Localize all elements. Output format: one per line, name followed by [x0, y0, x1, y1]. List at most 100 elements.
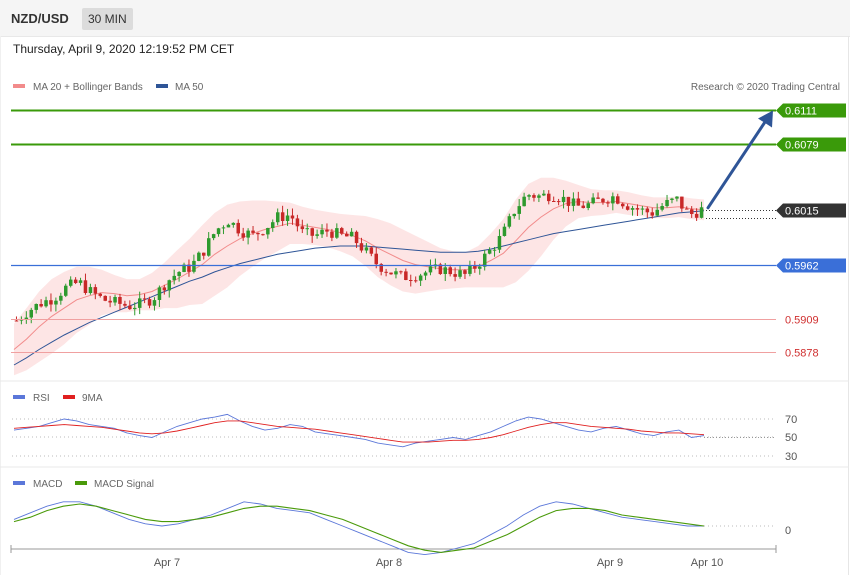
candle-body [34, 304, 38, 310]
candle-body [473, 265, 477, 269]
candle-body [349, 231, 354, 237]
candle-body [576, 198, 581, 206]
candle-body [108, 300, 112, 303]
bb-legend-swatch [13, 84, 25, 88]
candle-body [221, 227, 226, 229]
candle-body [625, 206, 630, 210]
rsi-panel [13, 413, 776, 448]
candle-body [93, 287, 98, 294]
candle-body [73, 279, 78, 283]
candle-body [616, 196, 620, 204]
rsi-tick-50: 50 [785, 432, 797, 444]
rsi-ma-legend-swatch [63, 395, 75, 399]
candle-body [552, 201, 556, 202]
rsi-ma-line [13, 420, 705, 443]
candle-body [138, 298, 142, 308]
candle-body [581, 205, 585, 208]
target-level-label: 0.6111 [785, 106, 817, 118]
candle-body [44, 300, 48, 307]
macd-legend-swatch [13, 481, 25, 485]
x-tick-apr8: Apr 8 [376, 557, 402, 569]
candle-body [271, 222, 275, 228]
candle-body [463, 270, 467, 274]
candle-body [685, 208, 689, 210]
candle-body [78, 280, 83, 283]
candle-body [118, 297, 122, 304]
timestamp: Thursday, April 9, 2020 12:19:52 PM CET [13, 42, 235, 56]
candle-body [335, 228, 339, 238]
macd-signal-line [13, 503, 705, 553]
candle-body [182, 264, 186, 272]
macd-signal-legend-swatch [75, 481, 87, 485]
candle-body [295, 218, 300, 227]
candle-body [571, 198, 576, 206]
candle-body [216, 228, 221, 235]
candle-body [487, 250, 492, 254]
candle-body [123, 303, 127, 306]
rsi-ma-legend-label: 9MA [82, 393, 103, 404]
candle-body [29, 309, 33, 318]
candle-body [601, 198, 605, 203]
timeframe-button[interactable]: 30 MIN [82, 8, 133, 30]
candle-body [128, 305, 132, 310]
ma50-legend-swatch [156, 84, 168, 88]
candle-body [59, 295, 63, 301]
candle-body [699, 207, 704, 218]
candle-body [142, 298, 147, 300]
candle-body [83, 280, 88, 293]
candle-body [315, 234, 319, 236]
pivot-level-tag [776, 258, 846, 273]
candle-body [231, 222, 236, 225]
current-price-tag [776, 203, 846, 218]
target-level-tag [776, 137, 846, 152]
candle-body [404, 271, 408, 280]
candle-body [566, 196, 571, 206]
candle-body [556, 201, 561, 203]
candle-body [586, 203, 590, 208]
macd-panel [13, 501, 705, 556]
candle-body [606, 202, 610, 204]
forecast-arrow-head [758, 110, 773, 128]
candle-body [409, 280, 413, 281]
candle-body [147, 299, 152, 306]
candle-body [69, 279, 73, 286]
candle-body [596, 197, 600, 199]
x-tick-apr9: Apr 9 [597, 557, 623, 569]
target-level-tag [776, 103, 846, 118]
candle-body [192, 260, 196, 272]
candle-body [133, 307, 137, 310]
candle-body [290, 215, 295, 219]
candle-body [162, 287, 167, 291]
candle-body [49, 300, 53, 305]
macd-signal-legend-label: MACD Signal [94, 479, 154, 490]
candle-body [384, 271, 388, 273]
candle-body [660, 206, 664, 210]
candle-body [310, 228, 314, 236]
candle-body [527, 195, 531, 197]
candle-body [640, 208, 645, 210]
candle-body [694, 213, 699, 218]
candle-body [54, 300, 58, 305]
candle-body [537, 195, 541, 198]
candle-body [665, 200, 669, 207]
candle-body [512, 213, 516, 217]
rsi-tick-70: 70 [785, 414, 797, 426]
candle-body [438, 264, 443, 274]
candle-body [611, 196, 615, 204]
bb-legend-label: MA 20 + Bollinger Bands [33, 82, 143, 93]
candle-body [655, 209, 659, 216]
candle-body [399, 271, 403, 273]
candle-body [187, 264, 191, 272]
candle-body [635, 208, 640, 210]
rsi-legend-swatch [13, 395, 25, 399]
ma50-legend-label: MA 50 [175, 82, 204, 93]
rsi-legend-label: RSI [33, 393, 50, 404]
candle-body [359, 243, 364, 251]
candle-body [88, 287, 93, 293]
chart-header: NZD/USD 30 MIN [0, 0, 850, 37]
candle-body [630, 208, 635, 210]
candle-body [172, 275, 176, 281]
candle-body [670, 198, 674, 200]
candle-body [152, 300, 157, 306]
